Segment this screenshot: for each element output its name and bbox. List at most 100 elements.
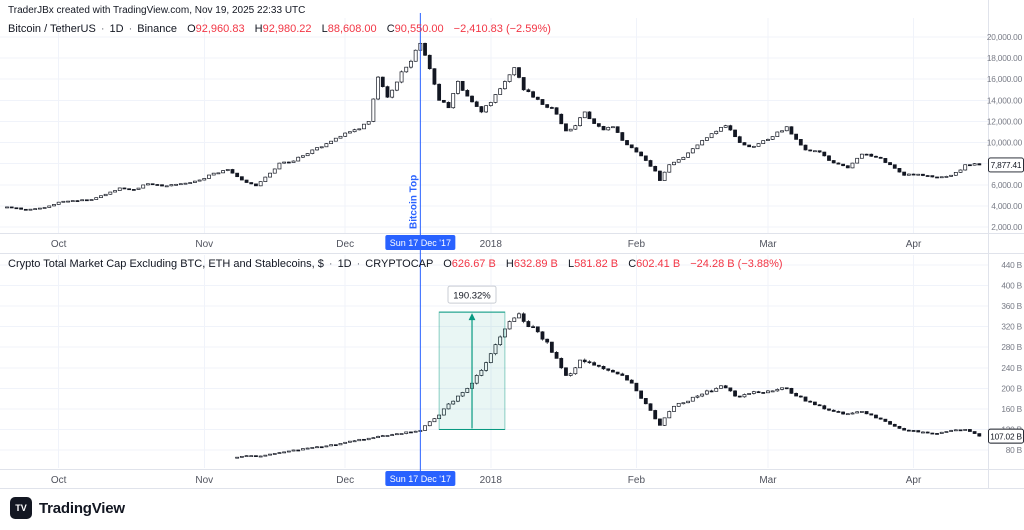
candle-body xyxy=(573,125,578,130)
candle-body xyxy=(498,88,503,95)
measure-tool[interactable]: 190.32% xyxy=(438,285,506,430)
candle-body xyxy=(521,77,526,91)
candle-body xyxy=(789,126,794,135)
time-axis-top[interactable]: Oct Nov Dec 2018 Feb Mar Apr Sun 17 Dec '17 xyxy=(51,235,922,250)
candle-body xyxy=(188,182,193,184)
last-price-label: 107.02 B xyxy=(990,431,1022,441)
symbol-title[interactable]: Crypto Total Market Cap Excluding BTC, E… xyxy=(8,258,324,270)
candle-body xyxy=(921,431,925,434)
date-badge xyxy=(385,471,456,486)
price-axis[interactable]: 2,000.004,000.006,000.008,000.0010,000.0… xyxy=(987,0,1024,488)
candle-body xyxy=(5,206,9,209)
candle-body xyxy=(606,368,611,371)
candle-body xyxy=(286,161,291,164)
candle-body xyxy=(390,89,395,98)
candle-body xyxy=(235,456,240,459)
time-axis-label: Oct xyxy=(51,475,67,486)
candle-body xyxy=(47,205,52,208)
candle-body xyxy=(813,401,817,406)
candle-body xyxy=(864,153,869,156)
candle-body xyxy=(216,172,221,175)
candle-body xyxy=(766,139,770,141)
candle-body xyxy=(813,150,817,153)
candle-body xyxy=(784,126,789,132)
candle-body xyxy=(742,142,747,146)
candle-body xyxy=(827,408,831,411)
candle-body xyxy=(859,153,864,159)
candle-body xyxy=(413,430,418,433)
price-axis-label: 20,000.00 xyxy=(987,32,1023,42)
candle-body xyxy=(286,450,291,453)
interval-label[interactable]: 1D xyxy=(109,23,124,35)
candle-body xyxy=(831,160,836,164)
candle-body xyxy=(56,201,61,205)
candle-body xyxy=(625,140,629,146)
candle-body xyxy=(634,147,639,153)
candle-body xyxy=(305,153,310,157)
candle-body xyxy=(127,188,132,191)
candle-body xyxy=(357,128,362,131)
vline-label: Bitcoin Top xyxy=(408,175,419,229)
candle-body xyxy=(817,150,822,153)
close-value: 90,550.00 xyxy=(394,23,444,35)
time-axis-bottom[interactable]: Oct Nov Dec 2018 Feb Mar Apr Sun 17 Dec '17 xyxy=(51,471,922,486)
candle-body xyxy=(822,151,827,157)
candle-body xyxy=(822,405,827,410)
candle-body xyxy=(578,117,582,127)
candle-body xyxy=(465,387,470,393)
high-value: 632.89 B xyxy=(513,258,558,270)
candle-body xyxy=(723,125,728,128)
candle-body xyxy=(761,392,766,394)
candle-body xyxy=(733,129,737,138)
candle-body xyxy=(648,160,653,167)
candle-body xyxy=(531,91,535,98)
candle-body xyxy=(394,433,399,436)
open-value: 626.67 B xyxy=(451,258,496,270)
candle-body xyxy=(855,411,860,414)
interval-label[interactable]: 1D xyxy=(337,258,352,270)
candle-body xyxy=(296,156,301,162)
candle-body xyxy=(164,185,169,188)
candle-body xyxy=(146,183,150,186)
candle-body xyxy=(413,49,418,62)
candle-body xyxy=(310,149,315,154)
candle-body xyxy=(239,176,244,181)
high-key: H xyxy=(254,23,263,35)
date-badge xyxy=(385,235,456,250)
candle-body xyxy=(841,163,845,167)
candle-body xyxy=(319,146,324,149)
candle-body xyxy=(611,369,615,373)
exchange-label[interactable]: CRYPTOCAP xyxy=(365,258,434,270)
symbol-title[interactable]: Bitcoin / TetherUS xyxy=(8,23,96,35)
low-value: 88,608.00 xyxy=(327,23,377,35)
candle-body xyxy=(704,137,709,141)
candle-body xyxy=(770,390,775,393)
candle-body xyxy=(230,169,235,174)
candle-body xyxy=(28,208,33,211)
tradingview-logo[interactable]: TV TradingView xyxy=(10,497,125,519)
close-key: C xyxy=(628,258,637,270)
candle-body xyxy=(733,390,737,397)
candle-body xyxy=(479,106,484,113)
exchange-label[interactable]: Binance xyxy=(137,23,178,35)
candle-body xyxy=(66,200,70,203)
candle-body xyxy=(794,133,799,140)
candle-body xyxy=(531,326,535,329)
candle-body xyxy=(611,126,615,129)
candle-body xyxy=(845,413,850,416)
low-key: L xyxy=(567,258,575,270)
candle-body xyxy=(620,373,625,376)
candle-body xyxy=(780,130,784,133)
candle-body xyxy=(855,157,860,164)
candle-body xyxy=(798,395,803,398)
candle-body xyxy=(366,437,371,441)
candle-body xyxy=(277,452,282,454)
candle-body xyxy=(474,101,479,107)
candle-body xyxy=(352,440,357,443)
candle-body xyxy=(404,66,409,73)
last-price-badge: 7,877.41 xyxy=(988,157,1024,173)
candle-body xyxy=(540,99,545,105)
candle-body xyxy=(770,136,775,140)
candle-body xyxy=(545,338,550,343)
